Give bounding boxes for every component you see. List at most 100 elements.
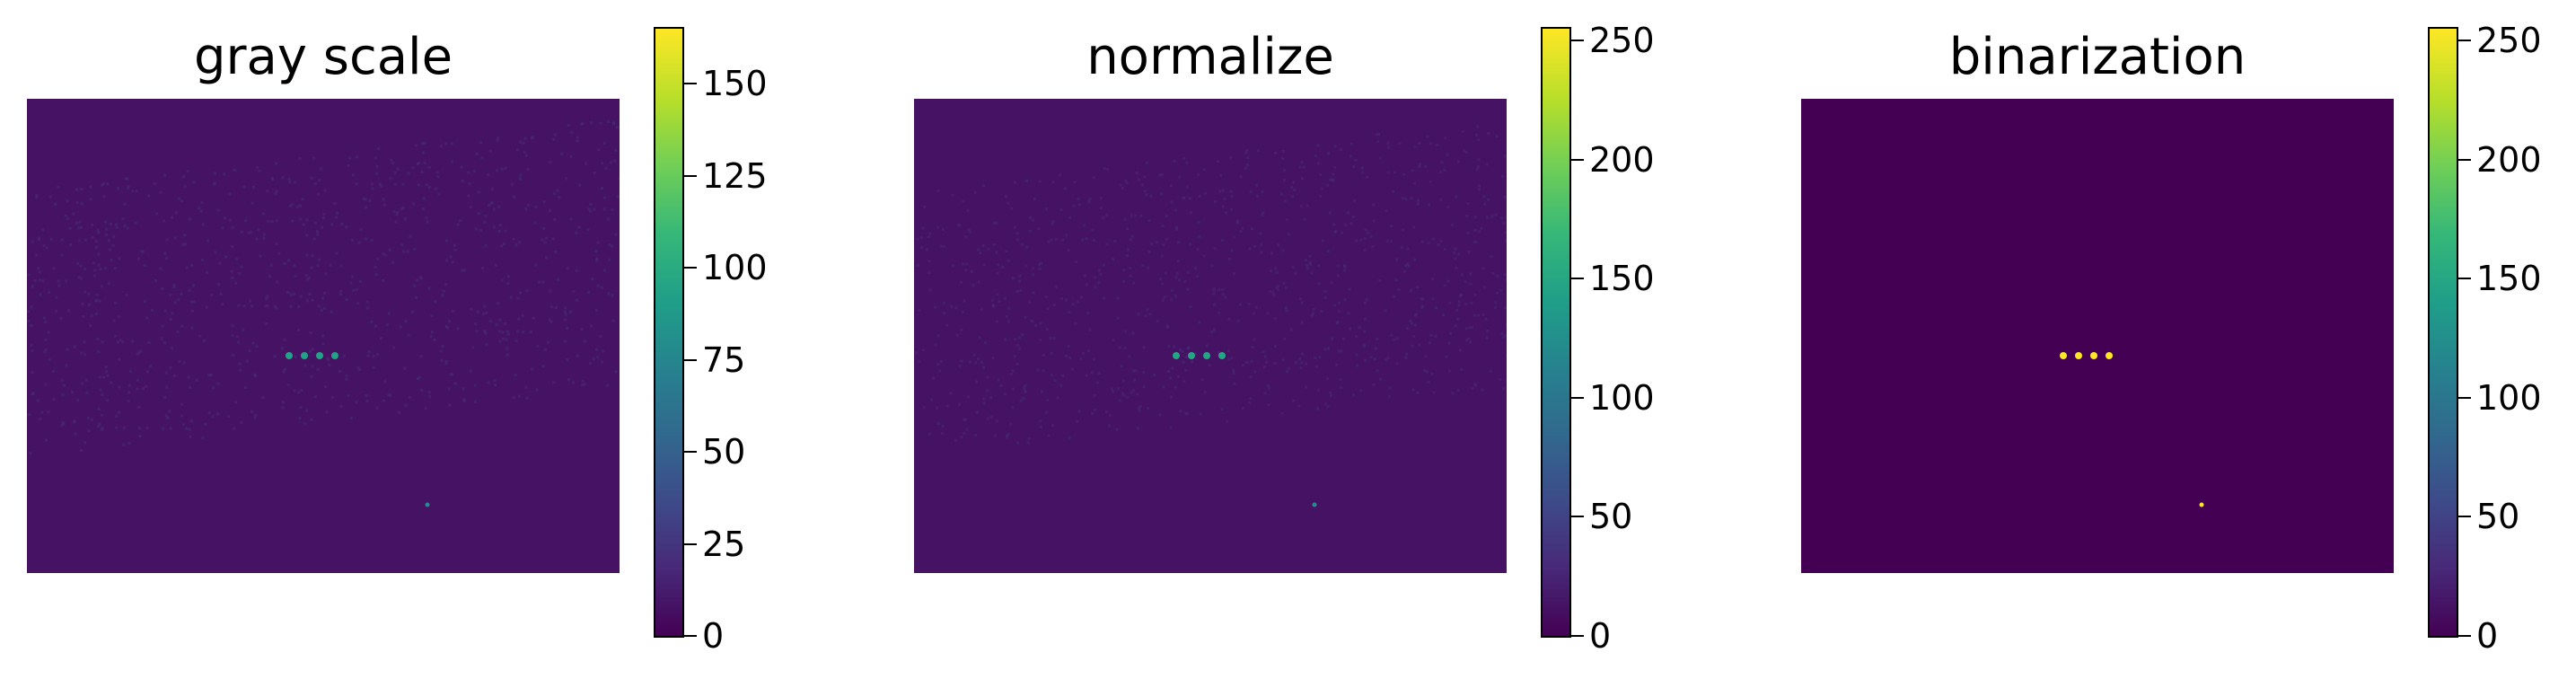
noise-dot: [1364, 358, 1367, 362]
noise-dot: [1067, 344, 1070, 348]
noise-dot: [1331, 337, 1333, 340]
noise-dot: [108, 248, 111, 251]
noise-dot: [66, 348, 69, 351]
noise-dot: [1500, 332, 1504, 335]
noise-dot: [1028, 301, 1032, 304]
noise-dot: [1016, 441, 1020, 445]
noise-dot: [305, 253, 309, 257]
noise-dot: [969, 230, 971, 234]
noise-dot: [1395, 362, 1399, 366]
noise-dot: [542, 227, 546, 230]
noise-dot: [80, 277, 83, 280]
noise-dot: [1182, 380, 1186, 384]
noise-dot: [1130, 234, 1134, 238]
noise-dot: [1329, 211, 1332, 215]
noise-dot: [1254, 306, 1258, 310]
noise-dot: [29, 452, 32, 455]
noise-dot: [502, 337, 505, 340]
noise-dot: [1358, 326, 1361, 330]
noise-dot: [607, 292, 611, 295]
noise-dot: [351, 238, 355, 242]
noise-dot: [984, 341, 988, 345]
noise-dot: [65, 364, 68, 367]
noise-dot: [1336, 264, 1340, 268]
noise-dot: [240, 265, 243, 269]
noise-dot: [1306, 267, 1309, 270]
noise-dot: [1251, 227, 1253, 231]
noise-dot: [434, 300, 437, 304]
noise-dot: [219, 292, 223, 295]
noise-dot: [134, 221, 137, 225]
noise-dot: [1385, 208, 1388, 212]
noise-dot: [283, 367, 286, 371]
colorbar-tick-label: 250: [2476, 21, 2542, 61]
noise-dot: [1333, 166, 1337, 170]
noise-dot: [1393, 171, 1396, 174]
noise-dot: [1005, 315, 1008, 319]
noise-dot: [377, 147, 381, 151]
noise-dot: [449, 255, 453, 259]
noise-dot: [1503, 196, 1507, 199]
noise-dot: [161, 324, 164, 328]
noise-dot: [992, 221, 996, 225]
noise-dot: [495, 169, 498, 172]
noise-dot: [1030, 319, 1033, 322]
noise-dot: [101, 340, 104, 344]
isolated-spot: [2199, 502, 2204, 507]
noise-dot: [601, 162, 604, 165]
noise-dot: [317, 192, 321, 196]
noise-dot: [1132, 389, 1136, 393]
noise-dot: [1292, 181, 1296, 184]
noise-dot: [391, 260, 394, 264]
noise-dot: [1229, 155, 1233, 159]
noise-dot: [602, 196, 606, 199]
noise-dot: [1314, 154, 1317, 157]
noise-dot: [313, 181, 317, 185]
noise-dot: [171, 216, 174, 219]
noise-dot: [1253, 370, 1257, 374]
noise-dot: [1018, 347, 1022, 350]
noise-dot: [1471, 325, 1474, 329]
noise-dot: [218, 261, 222, 265]
noise-dot: [297, 328, 300, 331]
noise-dot: [1412, 225, 1416, 229]
noise-dot: [251, 341, 255, 345]
noise-dot: [317, 258, 321, 261]
noise-dot: [1188, 197, 1191, 200]
noise-dot: [164, 371, 168, 375]
noise-dot: [1241, 407, 1244, 410]
noise-dot: [485, 343, 488, 346]
noise-dot: [305, 218, 309, 222]
noise-dot: [30, 343, 33, 347]
noise-dot: [1221, 293, 1225, 296]
noise-dot: [97, 424, 101, 428]
noise-dot: [1015, 362, 1019, 366]
noise-dot: [1263, 366, 1266, 369]
noise-dot: [321, 296, 324, 300]
noise-dot: [1077, 198, 1080, 200]
noise-dot: [206, 239, 209, 243]
noise-dot: [282, 370, 286, 374]
noise-dot: [481, 313, 485, 316]
noise-dot: [1496, 291, 1499, 295]
noise-dot: [186, 170, 189, 173]
noise-dot: [239, 368, 242, 372]
noise-dot: [265, 322, 268, 325]
noise-dot: [266, 295, 269, 298]
noise-dot: [614, 148, 618, 152]
noise-dot: [497, 229, 501, 233]
noise-dot: [414, 295, 418, 299]
noise-dot: [71, 390, 74, 393]
noise-dot: [560, 153, 564, 156]
colorbar-tick: [684, 542, 697, 545]
noise-dot: [1302, 165, 1306, 169]
noise-dot: [918, 309, 921, 313]
colorbar: [654, 27, 684, 638]
noise-dot: [1418, 142, 1421, 146]
noise-dot: [1373, 357, 1376, 361]
noise-dot: [180, 325, 184, 328]
noise-dot: [1038, 180, 1042, 183]
noise-dot: [1042, 354, 1045, 357]
noise-dot: [995, 221, 998, 225]
noise-dot: [1011, 406, 1015, 410]
